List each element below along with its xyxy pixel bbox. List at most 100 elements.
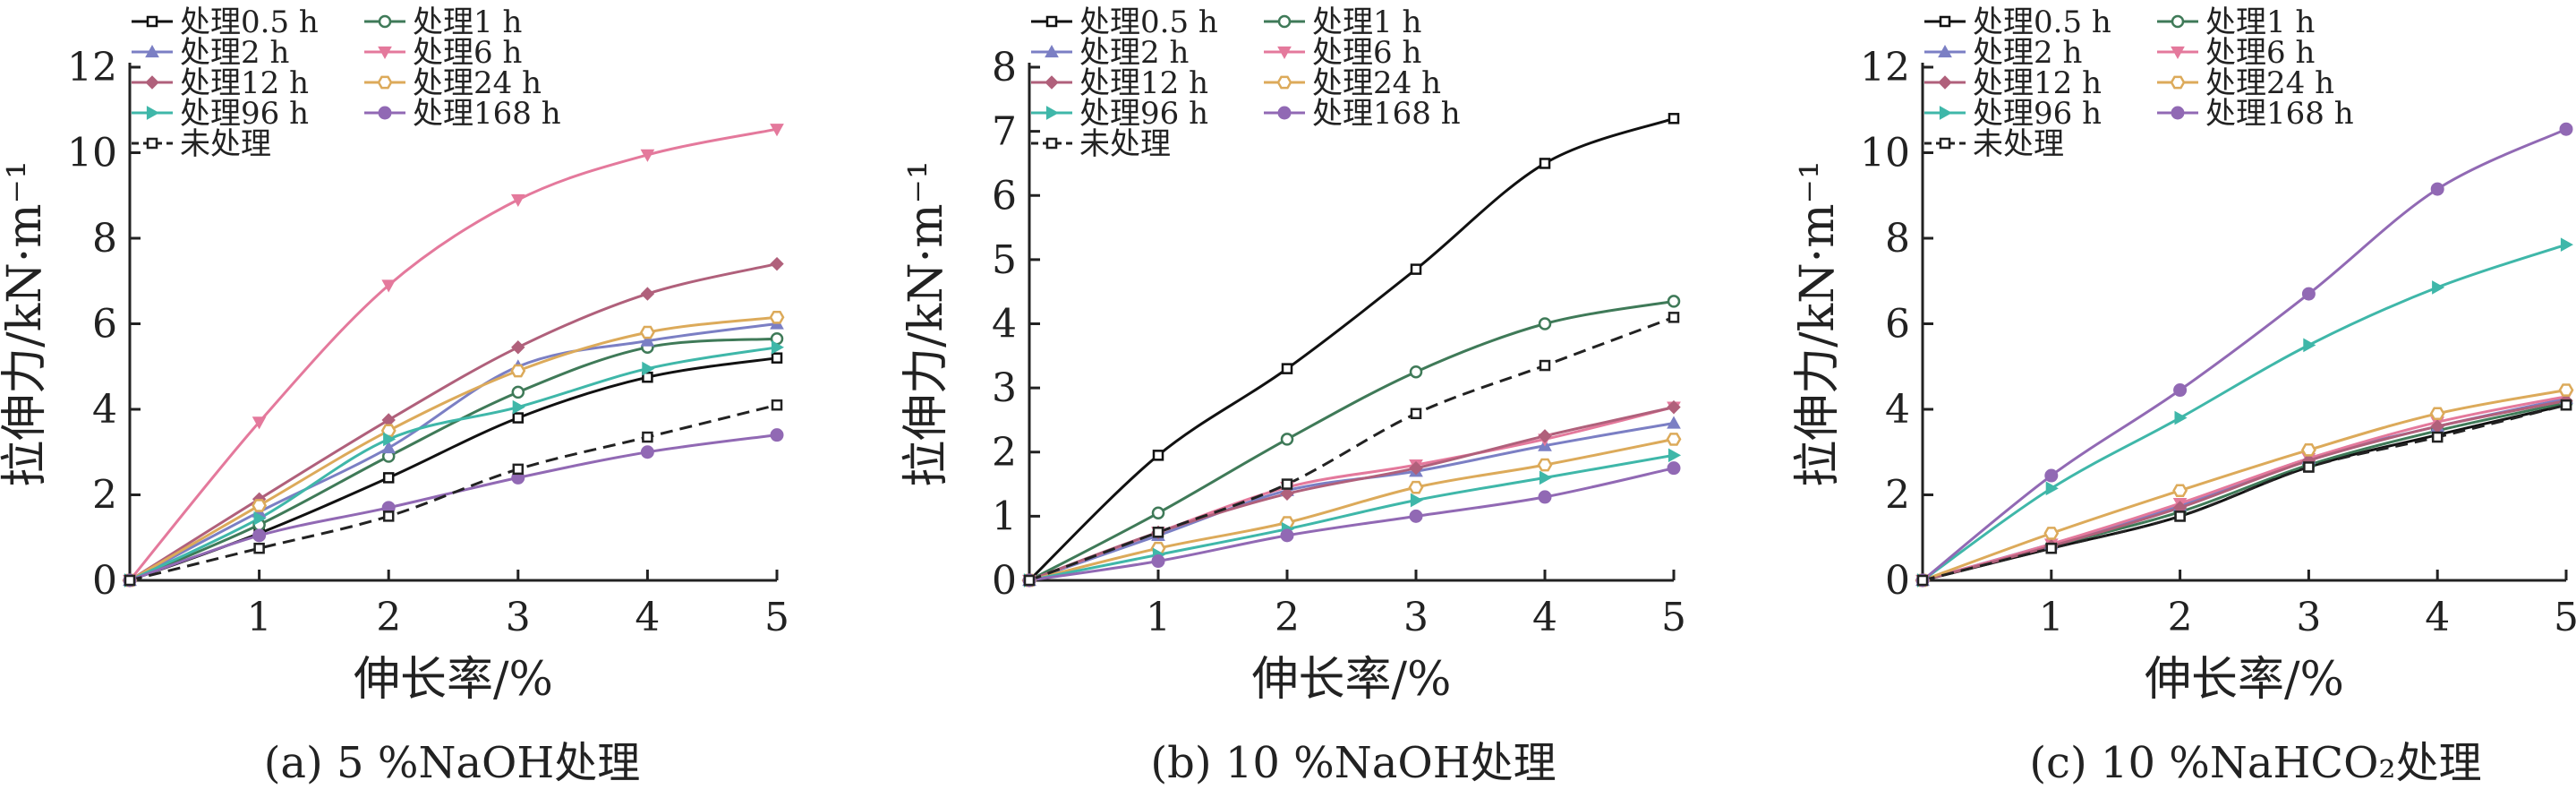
- y-tick-label: 8: [1885, 216, 1910, 262]
- y-tick-label: 10: [67, 131, 117, 176]
- data-point-s6: [1408, 480, 1424, 494]
- legend-marker: [2171, 14, 2185, 29]
- y-axis-title: 拉伸力/kN·m⁻¹: [900, 160, 953, 487]
- legend: 处理0.5 h 处理1 h 处理2 h 处理6 h 处理12 h 处理24 h 处理96 h…: [1031, 4, 1461, 162]
- legend-label: 处理168 h: [2205, 96, 2354, 132]
- data-point-s7: [1410, 493, 1424, 508]
- x-tick-label: 4: [2425, 595, 2450, 640]
- legend-label: 处理24 h: [2205, 65, 2334, 101]
- legend-label: 处理12 h: [180, 65, 309, 101]
- data-point-s6: [1666, 433, 1682, 446]
- data-point-s1: [642, 371, 653, 383]
- legend-label: 处理168 h: [1312, 96, 1461, 132]
- data-point-s7: [2432, 280, 2445, 295]
- data-point-s8: [640, 445, 654, 459]
- data-point-s7: [2174, 410, 2188, 425]
- x-tick-label: 3: [1403, 595, 1429, 640]
- data-point-s2: [1667, 295, 1681, 308]
- series-line-4: [1028, 406, 1675, 582]
- series-line-2: [129, 337, 778, 582]
- data-point-s6: [2558, 383, 2574, 397]
- legend-label: 处理6 h: [2205, 35, 2315, 71]
- legend-label: 未处理: [1973, 126, 2064, 162]
- data-point-s8: [2301, 287, 2316, 301]
- series-line-5: [1922, 399, 2567, 582]
- data-point-s1: [771, 352, 783, 364]
- y-tick-label: 0: [92, 558, 117, 604]
- series-line-8: [129, 433, 778, 582]
- data-point-s8: [252, 528, 267, 543]
- data-point-s7: [642, 361, 655, 376]
- y-tick-label: 2: [992, 430, 1017, 476]
- legend-marker: [378, 46, 392, 60]
- data-point-s9: [1410, 408, 1422, 420]
- series-line-1: [1028, 116, 1675, 582]
- legend-marker: [2171, 106, 2185, 120]
- series-line-6: [129, 315, 778, 582]
- data-point-s9: [1152, 527, 1164, 538]
- legend-marker: [1938, 44, 1952, 58]
- series-group: [1021, 113, 1682, 588]
- legend-label: 处理12 h: [1079, 65, 1208, 101]
- y-tick-label: 5: [992, 237, 1017, 283]
- data-point-s9: [124, 574, 136, 587]
- legend-marker: [1277, 46, 1292, 60]
- data-point-s3: [1667, 416, 1681, 429]
- series-line-3: [129, 322, 778, 582]
- data-point-s1: [1410, 263, 1422, 275]
- data-point-s5: [1280, 486, 1294, 502]
- data-point-s5: [1667, 399, 1681, 415]
- legend-marker: [1045, 15, 1058, 28]
- x-tick-label: 5: [1661, 595, 1686, 640]
- series-line-9: [129, 403, 778, 582]
- data-point-s8: [2430, 182, 2444, 196]
- data-point-s1: [1281, 363, 1293, 374]
- series-line-5: [1028, 406, 1675, 582]
- data-point-s6: [252, 499, 268, 512]
- legend-marker: [1277, 14, 1292, 29]
- series-line-5: [129, 262, 778, 582]
- x-tick-label: 5: [764, 595, 789, 640]
- y-tick-label: 6: [1885, 302, 1910, 348]
- legend-label: 处理96 h: [1973, 96, 2102, 132]
- data-point-s9: [2560, 399, 2572, 411]
- data-point-s8: [1667, 461, 1681, 476]
- x-tick-label: 4: [635, 595, 660, 640]
- x-axis-title: 伸长率/%: [2145, 653, 2344, 707]
- x-tick-label: 5: [2554, 595, 2576, 640]
- data-point-s9: [642, 431, 653, 443]
- legend-label: 未处理: [1079, 126, 1171, 162]
- data-point-s5: [770, 256, 784, 271]
- legend-marker: [145, 44, 159, 58]
- data-point-s9: [1916, 574, 1929, 587]
- panel-caption: (a) 5 %NaOH处理: [264, 738, 641, 788]
- series-line-4: [128, 127, 778, 581]
- y-axis-title: 拉伸力/kN·m⁻¹: [1791, 160, 1845, 487]
- y-tick-label: 2: [1885, 473, 1910, 519]
- data-point-s8: [770, 428, 784, 442]
- legend-marker: [1939, 106, 1953, 120]
- data-point-s4: [510, 193, 525, 208]
- data-point-s6: [2043, 527, 2060, 540]
- data-point-s8: [1151, 554, 1165, 569]
- y-tick-label: 2: [92, 473, 117, 519]
- data-point-s6: [1537, 458, 1553, 472]
- data-point-s1: [1539, 158, 1551, 169]
- legend-label: 处理0.5 h: [1079, 4, 1218, 40]
- legend-label: 处理24 h: [1312, 65, 1441, 101]
- y-tick-label: 4: [992, 302, 1017, 348]
- data-point-s1: [1152, 450, 1164, 461]
- legend-marker: [146, 15, 158, 28]
- data-point-s7: [1539, 470, 1553, 485]
- x-tick-label: 1: [2039, 595, 2064, 640]
- series-line-8: [1028, 467, 1675, 582]
- data-point-s6: [510, 364, 526, 378]
- legend-marker: [1045, 106, 1060, 120]
- x-tick-label: 4: [1532, 595, 1557, 640]
- data-point-s9: [1023, 574, 1036, 587]
- y-tick-label: 6: [992, 173, 1017, 219]
- y-tick-label: 4: [92, 387, 117, 433]
